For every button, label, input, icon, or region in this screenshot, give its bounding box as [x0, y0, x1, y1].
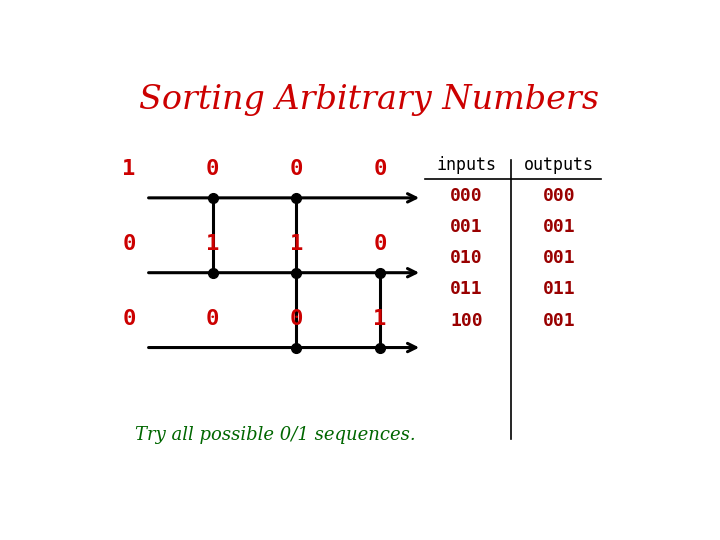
Text: 0: 0 — [122, 309, 136, 329]
Text: 011: 011 — [542, 280, 575, 298]
Text: 001: 001 — [450, 218, 483, 236]
Text: 100: 100 — [450, 312, 483, 329]
Text: 000: 000 — [450, 187, 483, 205]
Text: 0: 0 — [206, 309, 220, 329]
Text: Sorting Arbitrary Numbers: Sorting Arbitrary Numbers — [139, 84, 599, 116]
Text: 001: 001 — [542, 249, 575, 267]
Text: 0: 0 — [289, 309, 303, 329]
Text: 001: 001 — [542, 312, 575, 329]
Text: 1: 1 — [206, 234, 220, 254]
Text: 0: 0 — [122, 234, 136, 254]
Text: 011: 011 — [450, 280, 483, 298]
Text: 001: 001 — [542, 218, 575, 236]
Text: 0: 0 — [374, 159, 387, 179]
Text: inputs: inputs — [436, 156, 497, 173]
Text: 1: 1 — [289, 234, 303, 254]
Text: 1: 1 — [122, 159, 136, 179]
Text: 0: 0 — [289, 159, 303, 179]
Text: 000: 000 — [542, 187, 575, 205]
Text: 0: 0 — [374, 234, 387, 254]
Text: Try all possible 0/1 sequences.: Try all possible 0/1 sequences. — [135, 426, 415, 444]
Text: 010: 010 — [450, 249, 483, 267]
Text: outputs: outputs — [523, 156, 594, 173]
Text: 0: 0 — [206, 159, 220, 179]
Text: 1: 1 — [374, 309, 387, 329]
